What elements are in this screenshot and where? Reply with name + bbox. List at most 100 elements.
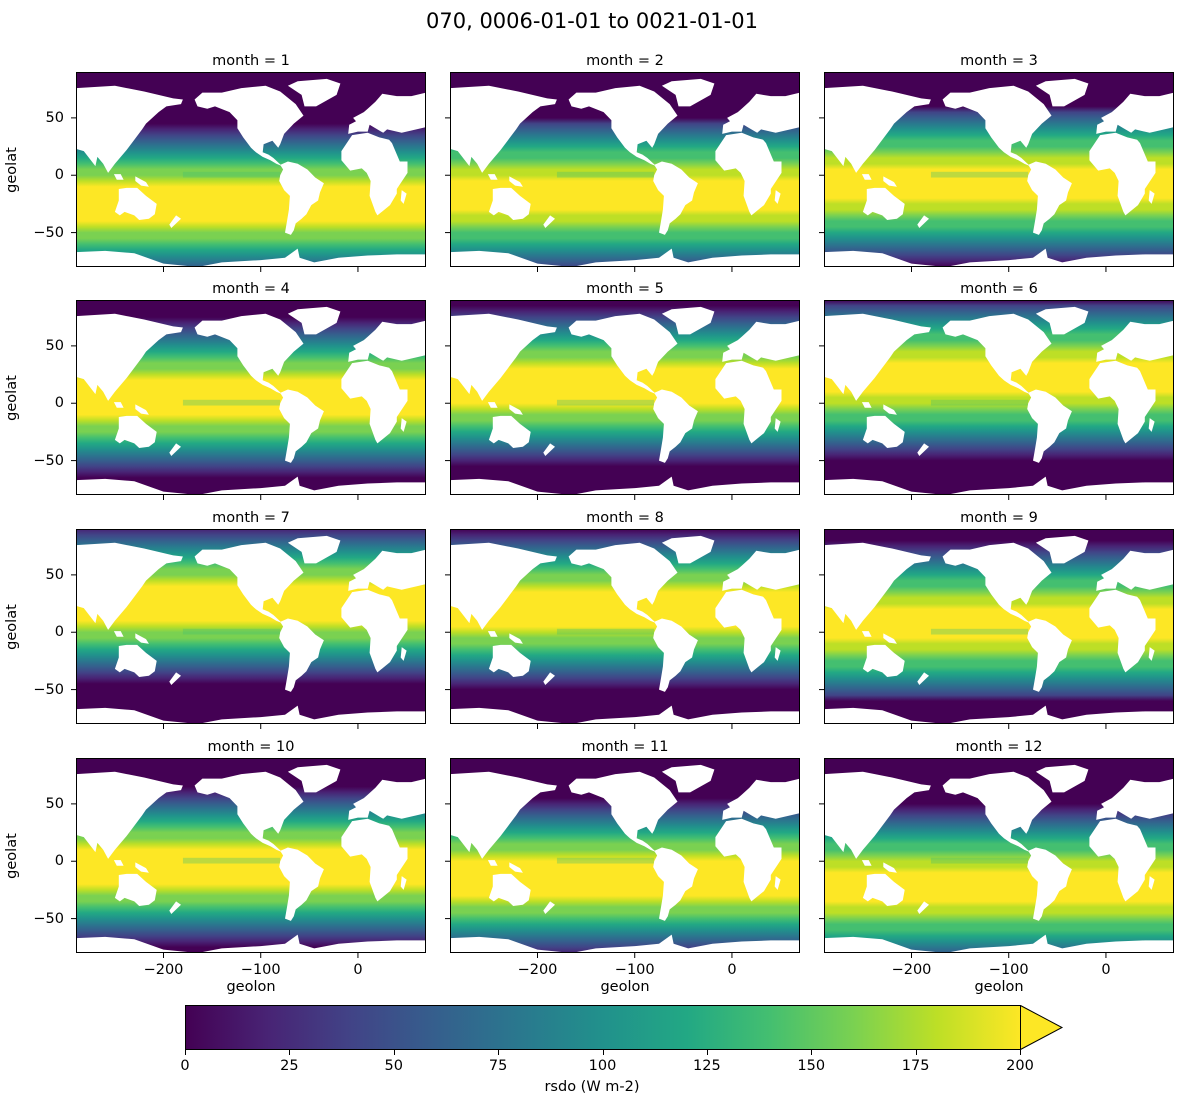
land-new-guinea [509,862,523,873]
land-africa [1089,360,1156,444]
land-new-zealand [169,672,181,685]
land-eurasia-west [450,85,557,173]
equatorial-band [556,399,655,406]
panel-title: month = 11 [581,739,669,755]
map-panel-month-6: month = 6 [819,281,1174,505]
colorbar-tick-label: 150 [797,1058,826,1074]
colorbar-tick-label: 125 [693,1058,721,1074]
land-north-america [194,313,304,395]
y-tick-marks [819,574,824,691]
map-panel-month-11: month = 11 −200 −100 0 geolon [445,739,800,995]
equatorial-band [930,399,1029,406]
land-borneo [487,631,498,637]
x-tick-label: −100 [988,962,1029,978]
land-north-america [568,313,678,395]
land-south-america [653,618,698,692]
colorbar-tick-mark [393,1050,395,1055]
y-tick-label: −50 [33,910,64,927]
land-madagascar [1148,418,1155,432]
land-new-zealand [543,443,555,456]
y-tick-label: 50 [45,795,64,812]
x-tick-label: −200 [891,962,932,978]
land-new-guinea [883,862,897,873]
panel-title: month = 9 [960,510,1038,526]
x-tick-label: 0 [1101,962,1111,978]
land-new-guinea [883,404,897,415]
land-new-guinea [509,404,523,415]
y-tick-marks [445,117,450,234]
land-australia [862,873,905,906]
land-new-guinea [135,633,149,644]
panel-title: month = 1 [212,53,290,69]
x-tick-label: −100 [240,962,281,978]
x-axis-label: geolon [600,979,650,995]
panel-title: month = 4 [212,281,290,297]
land-new-zealand [917,672,929,685]
land-greenland [287,78,341,107]
y-tick-marks [71,345,76,462]
land-europe [348,778,426,820]
colorbar-tick-mark [706,1050,708,1055]
colorbar-tick-mark [602,1050,604,1055]
land-eurasia-west [76,313,183,401]
x-axis-label: geolon [226,979,276,995]
land-south-america [279,847,324,921]
colorbar-outline [185,1005,1021,1050]
colorbar-tick-mark [289,1050,291,1055]
panel-title: month = 2 [586,53,664,69]
land-borneo [487,860,498,866]
y-tick-label: −50 [33,224,64,241]
axes-frame [76,300,426,495]
figure-title: 070, 0006-01-01 to 0021-01-01 [426,9,758,33]
colorbar-label: rsdo (W m-2) [544,1079,640,1095]
land-europe [348,320,426,362]
y-axis-label: geolat [4,603,20,650]
y-tick-label: 0 [54,624,64,641]
y-tick-marks [819,803,824,920]
y-tick-label: −50 [33,452,64,469]
land-new-zealand [917,443,929,456]
land-australia [488,644,531,677]
y-tick-marks [445,345,450,462]
axes-frame [76,72,426,267]
land-new-guinea [509,633,523,644]
land-africa [1089,132,1156,216]
land-greenland [661,535,715,564]
map-panel-month-8: month = 8 [445,510,800,734]
land-africa [341,589,408,673]
land-madagascar [1148,647,1155,661]
land-australia [862,644,905,677]
panel-title: month = 12 [955,739,1043,755]
axes-frame [824,758,1174,953]
colorbar-tick-mark [1020,1050,1021,1055]
map-plot [450,529,800,734]
land-australia [862,415,905,448]
equatorial-band [182,857,281,864]
land-eurasia-west [824,542,931,630]
land-new-guinea [135,404,149,415]
land-south-america [279,618,324,692]
land-new-zealand [543,901,555,914]
map-panel-month-2: month = 2 [445,53,800,277]
land-borneo [113,402,124,408]
land-north-america [568,771,678,853]
axes-frame [450,758,800,953]
land-eurasia-west [824,313,931,401]
map-plot [76,529,426,734]
x-tick-label: −100 [614,962,655,978]
equatorial-band [182,399,281,406]
colorbar-tick-label: 0 [180,1058,190,1074]
land-greenland [1035,764,1089,793]
y-tick-marks [71,803,76,920]
map-plot [824,300,1174,505]
land-north-america [568,85,678,167]
axes-frame [450,529,800,724]
land-greenland [287,764,341,793]
land-borneo [113,860,124,866]
land-madagascar [1148,190,1155,204]
land-south-america [279,161,324,235]
land-new-guinea [509,176,523,187]
colorbar-gradient [185,1005,1021,1050]
colorbar-tick-label: 75 [488,1058,508,1074]
panel-title: month = 3 [960,53,1038,69]
